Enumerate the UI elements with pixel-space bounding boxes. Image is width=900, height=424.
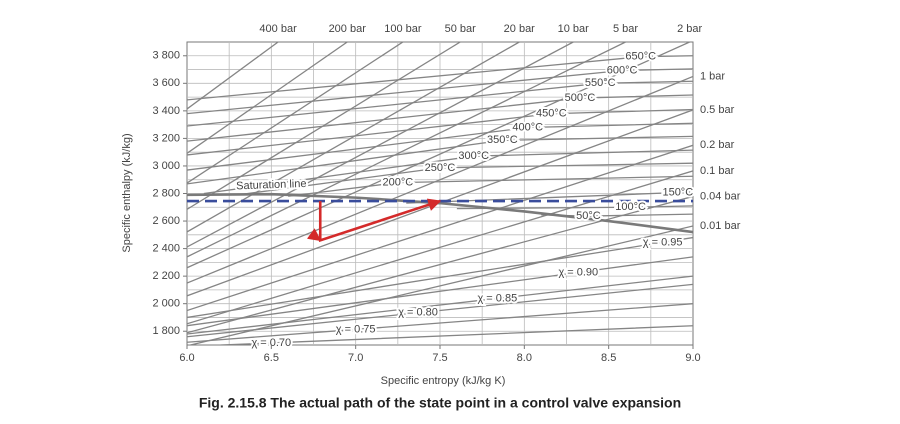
isotherm [187,135,693,185]
isotherm-label: 300°C [458,150,489,162]
isotherm [288,175,693,197]
isobar-label: 0.01 bar [700,220,741,232]
isotherm-label: 100°C [615,201,646,213]
x-tick-label: 6.0 [179,352,194,364]
isobar-label: 100 bar [384,23,422,35]
isotherm [203,149,693,195]
y-tick-label: 1 800 [152,325,180,337]
isotherm [187,108,693,156]
y-tick-label: 2 400 [152,242,180,254]
isotherm [187,68,693,115]
isobar-label: 5 bar [613,23,638,35]
quality-line [187,236,693,319]
x-tick-label: 7.5 [432,352,447,364]
x-tick-label: 6.5 [264,352,279,364]
quality-label: χ = 0.90 [558,266,598,278]
isobar [187,42,348,154]
isotherm [456,205,693,210]
isotherm [406,191,693,204]
labels: 400 bar 200 bar 100 bar 50 bar 20 bar 10 bar 5… [234,23,741,351]
isobar-label: 20 bar [504,23,536,35]
isotherm-label: 500°C [565,92,596,104]
y-tick-label: 3 600 [152,77,180,89]
isobar-label: 0.1 bar [700,165,735,177]
y-tick-label: 3 200 [152,132,180,144]
quality-label: χ = 0.70 [251,337,291,349]
isotherm [187,55,693,101]
isotherm-label: 250°C [425,162,456,174]
isobar-label: 0.04 bar [700,190,741,202]
y-tick-label: 2 800 [152,187,180,199]
x-tick-label: 8.5 [601,352,616,364]
y-axis-label: Specific enthalpy (kJ/kg) [121,133,133,252]
isobar [187,225,693,345]
x-tick-label: 9.0 [685,352,700,364]
isotherm-label: 400°C [512,121,543,133]
x-tick-label: 8.0 [517,352,532,364]
isotherm-label: 550°C [585,77,616,89]
y-tick-label: 2 000 [152,298,180,310]
quality-line [187,275,693,335]
y-tick-label: 2 600 [152,215,180,227]
quality-line [187,256,693,327]
process-path [306,198,442,243]
y-tick-label: 2 200 [152,270,180,282]
isobar-label: 200 bar [329,23,367,35]
isotherm-label: 200°C [382,177,413,189]
isobar [187,170,693,325]
saturation-label: Saturation line [236,178,307,192]
isobar [187,42,690,269]
isobar [187,75,693,284]
quality-label: χ = 0.95 [643,236,683,248]
quality-line [220,325,693,345]
quality-label: χ = 0.85 [477,292,517,304]
chart-title: Fig. 2.15.8 The actual path of the state… [199,395,681,411]
isobar [187,42,404,184]
isotherm [187,80,693,127]
isotherm-label: 600°C [607,64,638,76]
isotherm [187,122,693,171]
y-tick-label: 3 000 [152,160,180,172]
x-axis-label: Specific entropy (kJ/kg K) [381,375,506,387]
isotherm-label: 350°C [487,134,518,146]
y-tick-label: 3 400 [152,105,180,117]
y-tick-label: 3 800 [152,50,180,62]
isobar-label: 1 bar [700,70,725,82]
isotherm-label: 450°C [536,108,567,120]
curves [187,42,693,345]
isobar [187,195,693,334]
isobar-label: 50 bar [445,23,477,35]
isobar-label: 2 bar [677,23,702,35]
isotherm-label: 50°C [576,210,601,222]
isobar-label: 0.2 bar [700,139,735,151]
quality-line [187,303,693,343]
isotherm-label: 150°C [662,186,693,198]
quality-label: χ = 0.75 [336,323,376,335]
isobar-label: 400 bar [259,23,297,35]
quality-line [187,283,693,338]
isobar-label: 0.5 bar [700,104,735,116]
isotherm [237,162,693,196]
isobar-label: 10 bar [558,23,590,35]
x-tick-label: 7.0 [348,352,363,364]
isotherm-label: 650°C [625,51,656,63]
isobar [187,42,574,248]
isotherm [187,94,693,142]
quality-label: χ = 0.80 [398,307,438,319]
